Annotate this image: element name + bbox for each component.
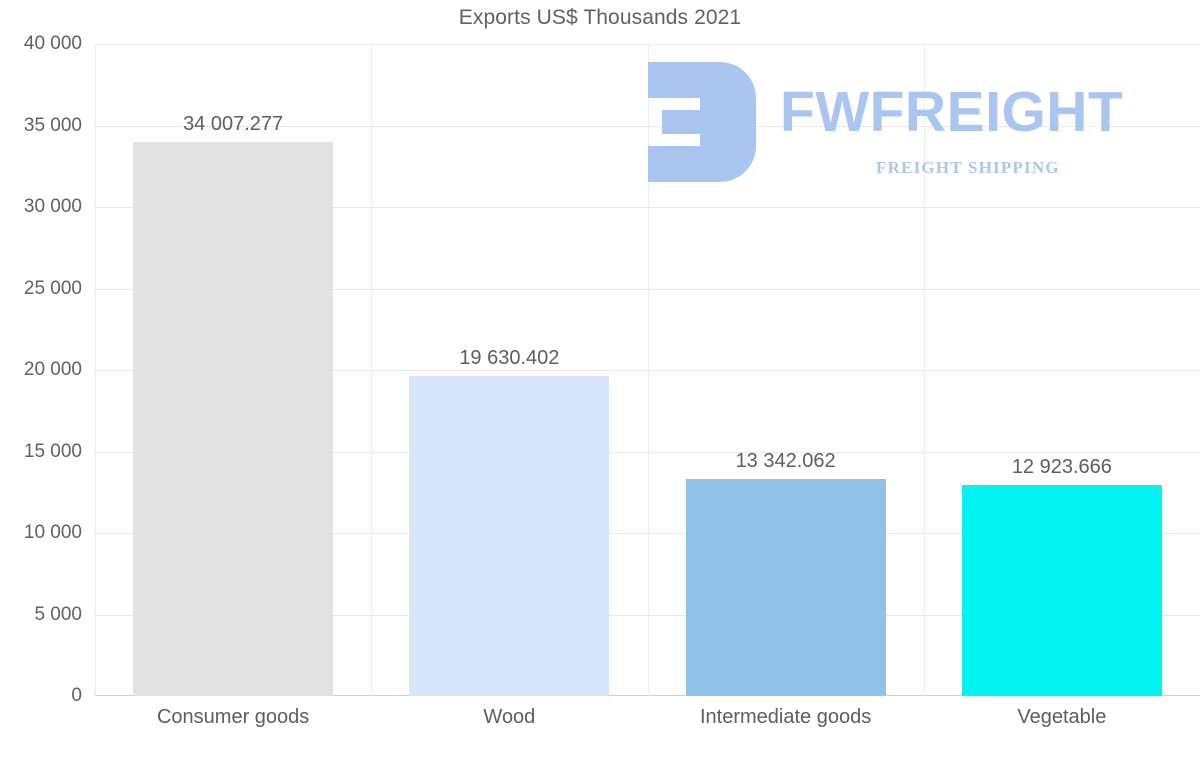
gridline-horizontal [95, 615, 1200, 616]
x-axis-category-label: Intermediate goods [700, 706, 872, 728]
y-axis-tick-label: 20 000 [23, 359, 82, 380]
gridline-horizontal [95, 44, 1200, 45]
bar-value-label: 13 342.062 [735, 449, 836, 472]
bar-value-label: 19 630.402 [459, 347, 560, 370]
y-axis-tick-label: 30 000 [23, 196, 82, 217]
y-axis-tick-label: 0 [71, 685, 82, 706]
gridline-horizontal [95, 126, 1200, 127]
x-axis-category-label: Vegetable [1017, 706, 1107, 728]
y-axis-tick-label: 5 000 [34, 603, 82, 625]
y-axis-tick-label: 10 000 [23, 522, 82, 543]
gridline-vertical [371, 44, 372, 696]
gridline-horizontal [95, 370, 1200, 371]
bar[interactable] [685, 478, 886, 696]
plot-area [95, 44, 1200, 696]
bar[interactable] [133, 141, 334, 696]
chart-title: Exports US$ Thousands 2021 [458, 6, 742, 29]
gridline-horizontal [95, 452, 1200, 453]
y-axis-tick-label: 35 000 [23, 114, 82, 136]
gridline-horizontal [95, 289, 1200, 290]
bar[interactable] [409, 376, 610, 696]
gridline-horizontal [95, 695, 1200, 696]
bar-value-label: 34 007.277 [183, 112, 284, 135]
gridline-horizontal [95, 533, 1200, 534]
gridline-vertical [924, 44, 925, 696]
bar-value-label: 12 923.666 [1011, 456, 1112, 479]
gridline-horizontal [95, 207, 1200, 208]
y-axis-tick-label: 40 000 [23, 33, 82, 54]
x-axis-category-label: Wood [483, 706, 536, 728]
y-axis-tick-label: 15 000 [23, 440, 82, 462]
bar[interactable] [961, 485, 1162, 696]
x-axis-category-label: Consumer goods [156, 706, 310, 728]
gridline-vertical [648, 44, 649, 696]
y-axis-tick-label: 25 000 [23, 277, 82, 299]
